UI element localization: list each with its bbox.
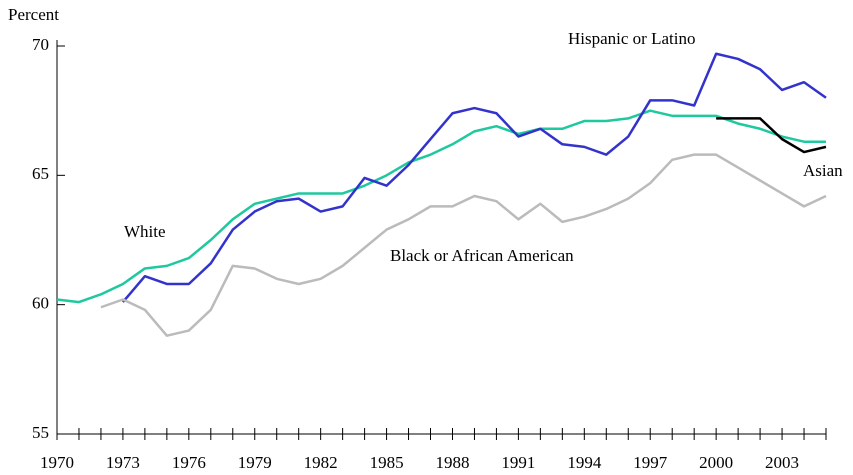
y-tick-label: 65 <box>32 164 49 183</box>
x-tick-label: 1991 <box>501 453 535 472</box>
series-label: White <box>124 222 166 241</box>
series-label: Black or African American <box>390 246 574 265</box>
series-line <box>716 117 827 154</box>
series-line <box>56 109 826 304</box>
y-tick-label: 55 <box>32 423 49 442</box>
x-tick-label: 2003 <box>765 453 799 472</box>
series-line <box>100 153 827 337</box>
y-axis-label: Percent <box>8 5 59 24</box>
x-tick-label: 1970 <box>40 453 74 472</box>
x-tick-label: 2000 <box>699 453 733 472</box>
series-line <box>121 52 827 303</box>
x-tick-label: 1988 <box>435 453 469 472</box>
series-label: Hispanic or Latino <box>568 29 695 48</box>
x-tick-label: 1979 <box>238 453 272 472</box>
x-tick-label: 1976 <box>172 453 206 472</box>
x-tick-label: 1973 <box>106 453 140 472</box>
x-tick-label: 1994 <box>567 453 602 472</box>
x-tick-label: 1982 <box>304 453 338 472</box>
y-tick-label: 60 <box>32 294 49 313</box>
series-label: Asian <box>803 161 843 180</box>
x-tick-label: 1997 <box>633 453 668 472</box>
y-tick-label: 70 <box>32 35 49 54</box>
x-tick-label: 1985 <box>370 453 404 472</box>
